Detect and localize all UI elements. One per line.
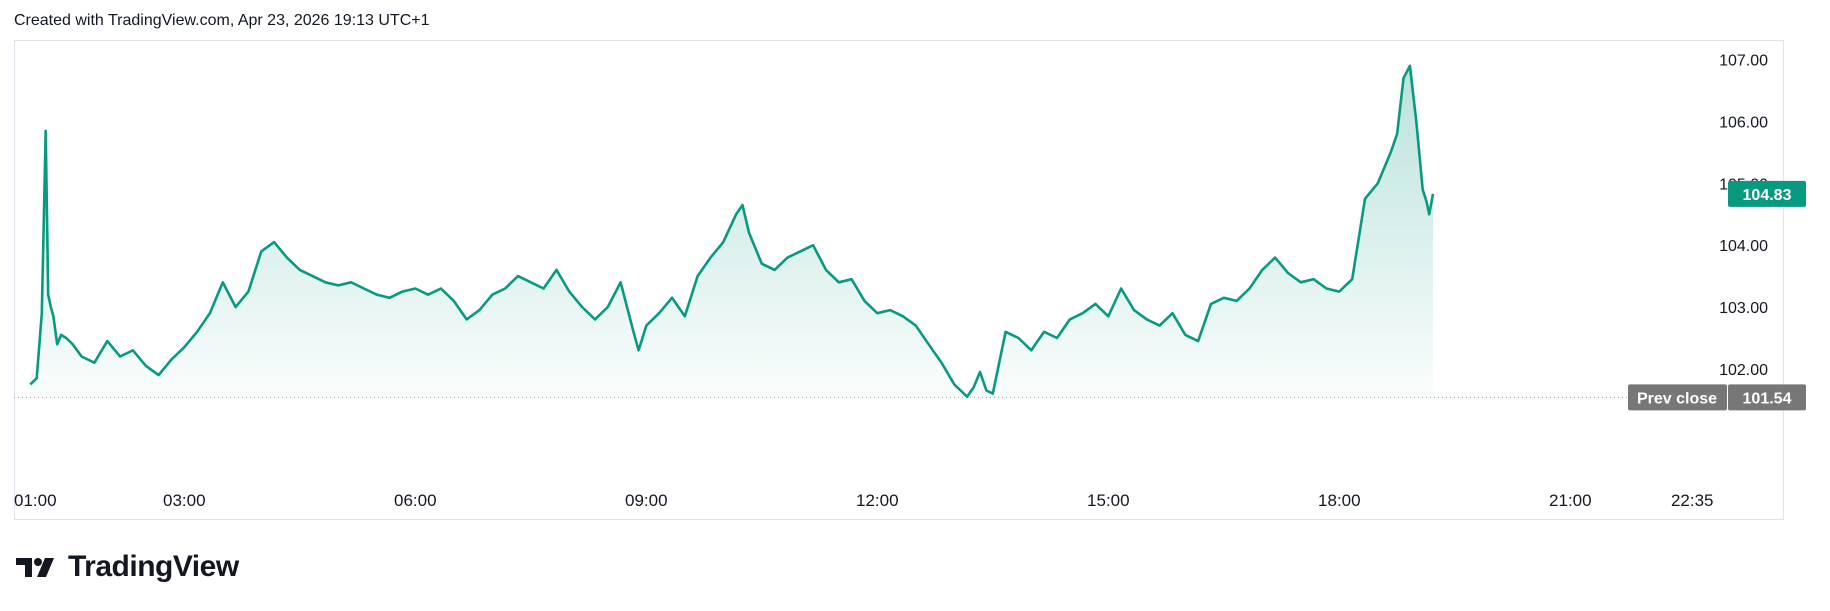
x-tick-label: 01:00 [14,491,57,510]
y-tick-label: 107.00 [1719,53,1768,70]
y-tick-label: 103.00 [1719,300,1768,317]
tradingview-logo-icon [16,558,54,577]
y-tick-label: 106.00 [1719,114,1768,131]
x-tick-label: 03:00 [163,491,206,510]
tradingview-logo[interactable]: TradingView [16,550,239,584]
x-tick-label: 21:00 [1549,491,1592,510]
y-tick-label: 102.00 [1719,362,1768,379]
price-line[interactable] [29,64,1435,398]
prev-close-label: Prev close [1637,390,1717,407]
x-tick-label: 22:35 [1671,491,1714,510]
prev-close-tag: Prev close 101.54 [1628,384,1806,411]
tradingview-brand-text: TradingView [68,550,239,583]
x-tick-label: 15:00 [1087,491,1130,510]
chart-frame [14,40,1784,520]
current-price-tag: 104.83 [1728,180,1806,207]
x-tick-label: 06:00 [394,491,437,510]
x-tick-label: 12:00 [856,491,899,510]
x-tick-label: 18:00 [1318,491,1361,510]
price-area-fill [30,65,1433,398]
chart-header: Created with TradingView.com, Apr 23, 20… [14,12,430,29]
y-tick-label: 104.00 [1719,238,1768,255]
x-tick-label: 09:00 [625,491,668,510]
current-price-value: 104.83 [1743,187,1792,204]
prev-close-value: 101.54 [1743,390,1792,407]
